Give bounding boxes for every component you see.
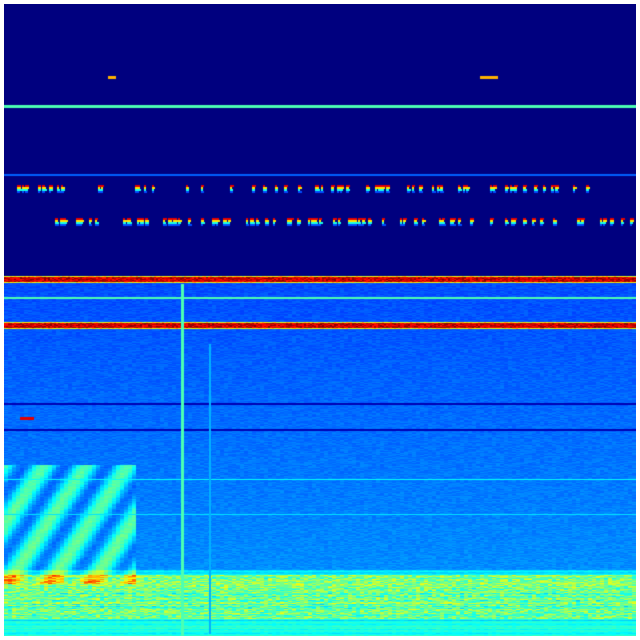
spectrogram-heatmap [4,4,636,636]
